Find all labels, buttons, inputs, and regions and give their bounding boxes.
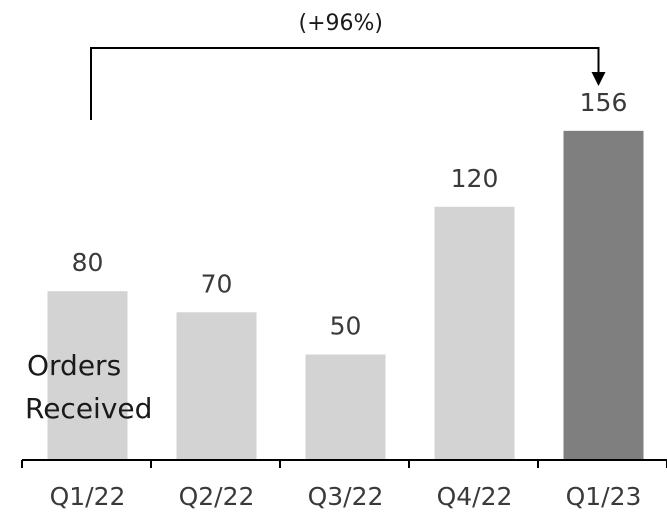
change-label: (+96%) — [299, 11, 384, 36]
tick-label-q4-22: Q4/22 — [437, 482, 513, 511]
bar-q3-22 — [305, 354, 386, 460]
tick-label-q3-22: Q3/22 — [308, 482, 384, 511]
tick-label-q1-23: Q1/23 — [566, 482, 642, 511]
bar-q1-23 — [563, 130, 644, 460]
value-label-q4-22: 120 — [451, 164, 499, 193]
x-axis — [21, 459, 667, 468]
bar-q2-22 — [176, 312, 257, 460]
bar-q4-22 — [434, 206, 515, 460]
arrow-down-icon — [591, 72, 606, 86]
tick-label-q1-22: Q1/22 — [50, 482, 126, 511]
x-tick-labels-group: Q1/22 Q2/22 Q3/22 Q4/22 Q1/23 — [50, 482, 642, 511]
value-labels-group: 80 70 50 120 156 — [72, 88, 628, 341]
change-annotation: (+96%) — [90, 11, 606, 120]
value-label-q2-22: 70 — [201, 269, 233, 298]
bars-group — [47, 130, 644, 460]
series-label-line-1: Orders — [27, 349, 121, 382]
value-label-q1-23: 156 — [580, 88, 628, 117]
tick-label-q2-22: Q2/22 — [179, 482, 255, 511]
series-label-line-2: Received — [25, 392, 152, 425]
change-bracket-line — [90, 47, 600, 120]
bar-q1-22 — [47, 291, 128, 460]
value-label-q3-22: 50 — [330, 312, 362, 341]
value-label-q1-22: 80 — [72, 248, 104, 277]
